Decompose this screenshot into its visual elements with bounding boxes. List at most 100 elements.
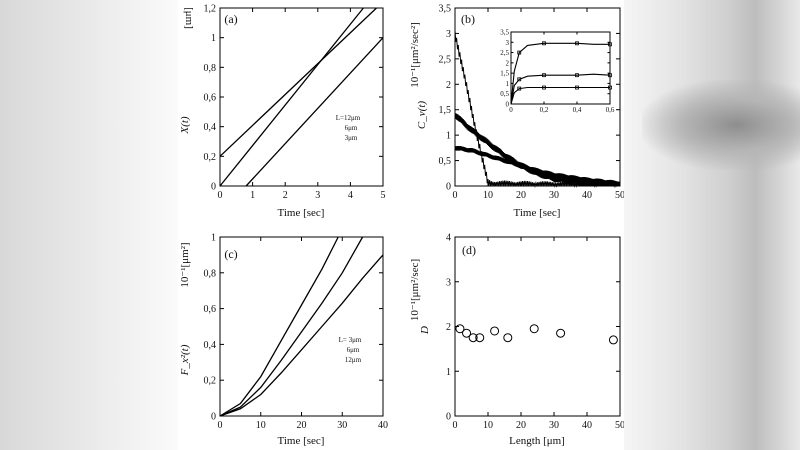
panel-b-y-tick-label: 1 bbox=[446, 131, 451, 142]
panel-b-inset-y-tick-label: 2 bbox=[506, 59, 510, 67]
panel-d-data-point bbox=[503, 333, 513, 343]
panel-d-x-tick-label: 20 bbox=[516, 420, 526, 431]
panel-c-y-tick-label: 1 bbox=[211, 233, 216, 244]
panel-b-y-title: C_v(t) bbox=[416, 101, 428, 129]
panel-b-series-line bbox=[454, 146, 621, 186]
panel-c-series-line bbox=[219, 254, 384, 417]
panel-b-x-tick-label: 0 bbox=[453, 190, 458, 201]
panel-b-y-unit: 10⁻¹[μm²/sec²] bbox=[409, 22, 421, 88]
panel-a-x-tick-label: 5 bbox=[381, 190, 386, 201]
panel-d-x-tick-label: 30 bbox=[549, 420, 559, 431]
panel-c-legend-item: L= 3μm bbox=[339, 336, 362, 344]
panel-b-y-tick-label: 2 bbox=[446, 80, 451, 91]
panel-b-inset-series-line bbox=[510, 86, 610, 105]
panel-a-letter: (a) bbox=[224, 12, 237, 26]
panel-b-inset-y-tick-label: 0,5 bbox=[500, 90, 509, 98]
panel-d-x-tick-label: 10 bbox=[483, 420, 493, 431]
panel-b-y-tick-label: 3,5 bbox=[439, 4, 452, 15]
panel-d-data-point bbox=[455, 324, 465, 334]
panel-b-inset-marker bbox=[517, 50, 522, 55]
panel-b-inset-marker bbox=[575, 73, 579, 78]
panel-a-x-label: Time [sec] bbox=[278, 207, 325, 219]
panel-a-x-tick-label: 1 bbox=[250, 190, 255, 201]
panel-b-inset-marker bbox=[608, 42, 612, 47]
panel-b-inset-x-tick-label: 0,2 bbox=[540, 106, 549, 114]
panel-c-y-tick-label: 0,2 bbox=[204, 376, 217, 387]
panel-c-letter: (c) bbox=[224, 247, 237, 261]
panel-a-legend-item: 6μm bbox=[345, 124, 358, 132]
panel-d-y-tick-label: 2 bbox=[446, 322, 451, 333]
panel-b-inset-marker bbox=[517, 86, 522, 91]
figure-panel: 0 1 2 3 4 5 0 0,2 0,4 0,6 0,8 1 1,2 (a) Time [sec] [μm]… bbox=[178, 0, 624, 450]
panel-a-legend-item: 3μm bbox=[345, 134, 358, 142]
panel-d-letter: (d) bbox=[462, 243, 476, 257]
blurred-band bbox=[642, 80, 800, 170]
panel-b-inset-marker bbox=[608, 73, 612, 78]
panel-c-x-tick-label: 40 bbox=[378, 420, 388, 431]
panel-b-y-tick-label: 1,5 bbox=[439, 105, 452, 116]
panel-a-y-tick-label: 0,6 bbox=[204, 93, 217, 104]
panel-d-y-tick-label: 4 bbox=[446, 233, 451, 244]
panel-a-y-unit: [μm] bbox=[183, 7, 195, 29]
panel-b-inset-y-tick-label: 1 bbox=[506, 80, 510, 88]
panel-d-data-point bbox=[529, 324, 539, 334]
panel-b-inset-marker bbox=[542, 85, 546, 90]
panel-b-inset-x-tick-label: 0 bbox=[509, 106, 513, 114]
panel-b-inset-marker bbox=[542, 73, 546, 78]
panel-d-y-title: D bbox=[419, 326, 431, 335]
panel-a-y-tick-label: 0,2 bbox=[204, 152, 217, 163]
panel-d-x-label: Length [μm] bbox=[509, 435, 565, 447]
panel-a-series-line bbox=[219, 7, 364, 187]
panel-c-y-tick-label: 0,4 bbox=[204, 340, 217, 351]
panel-b-inset-x-tick-label: 0,4 bbox=[573, 106, 582, 114]
panel-b-x-label: Time [sec] bbox=[514, 207, 561, 219]
panel-d-x-tick-label: 40 bbox=[582, 420, 592, 431]
panel-b-y-tick-label: 3 bbox=[446, 29, 451, 40]
panel-b-inset-y-tick-label: 2,5 bbox=[500, 49, 509, 57]
panel-b-axes-frame bbox=[454, 7, 621, 187]
panel-a-y-tick-label: 0,4 bbox=[204, 122, 217, 133]
panel-b-x-tick-label: 20 bbox=[516, 190, 526, 201]
panel-b-inset-x-tick-label: 0,6 bbox=[606, 106, 615, 114]
panel-c-x-tick-label: 20 bbox=[297, 420, 307, 431]
panel-d-x-tick-label: 0 bbox=[453, 420, 458, 431]
panel-c-legend-item: 12μm bbox=[345, 356, 362, 364]
panel-c-axes-frame bbox=[219, 236, 384, 417]
panel-d-y-tick-label: 1 bbox=[446, 367, 451, 378]
panel-d-data-point bbox=[608, 335, 618, 345]
panel-c-y-title: F_x²(t) bbox=[179, 344, 191, 376]
panel-b-x-tick-label: 50 bbox=[615, 190, 624, 201]
panel-c-x-tick-label: 0 bbox=[218, 420, 223, 431]
panel-d-y-tick-label: 3 bbox=[446, 277, 451, 288]
panel-d-x-tick-label: 50 bbox=[615, 420, 624, 431]
panel-b-inset-marker bbox=[542, 41, 546, 46]
panel-c-x-tick-label: 10 bbox=[256, 420, 266, 431]
blurred-left-background bbox=[0, 0, 178, 450]
panel-c-y-unit: 10⁻¹[μm²] bbox=[179, 242, 191, 287]
panel-b-letter: (b) bbox=[461, 12, 475, 26]
blurred-right-background bbox=[622, 0, 800, 450]
panel-a-axes-frame bbox=[219, 7, 384, 187]
panel-b-inset-marker bbox=[575, 41, 579, 46]
panel-d-y-tick-label: 0 bbox=[446, 412, 451, 423]
panel-a-series-line bbox=[245, 37, 384, 187]
panel-b-x-tick-label: 30 bbox=[549, 190, 559, 201]
panel-a-series-line bbox=[219, 7, 377, 157]
panel-b-inset-y-tick-label: 3 bbox=[506, 39, 510, 47]
panel-c-x-label: Time [sec] bbox=[278, 435, 325, 447]
figure-svg: 0 1 2 3 4 500,20,40,60,811,2(a)Time [sec][μm]… bbox=[179, 4, 624, 448]
panel-b-y-tick-label: 0 bbox=[446, 182, 451, 193]
panel-b-inset-y-tick-label: 0 bbox=[506, 101, 510, 109]
panel-a-legend-item: L=12μm bbox=[336, 114, 361, 122]
panel-a-x-tick-label: 0 bbox=[218, 190, 223, 201]
panel-b-inset-y-tick-label: 3,5 bbox=[500, 29, 509, 37]
panel-c-y-tick-label: 0,8 bbox=[204, 268, 217, 279]
panel-b-inset-marker bbox=[608, 85, 612, 90]
panel-a-x-tick-label: 2 bbox=[283, 190, 288, 201]
panel-a-x-tick-label: 4 bbox=[348, 190, 353, 201]
panel-c-series-line bbox=[219, 236, 339, 417]
panel-b-inset-series-line bbox=[510, 42, 610, 105]
panel-b-x-tick-label: 10 bbox=[483, 190, 493, 201]
panel-d-data-point bbox=[475, 333, 485, 343]
panel-b-y-tick-label: 0,5 bbox=[439, 156, 452, 167]
